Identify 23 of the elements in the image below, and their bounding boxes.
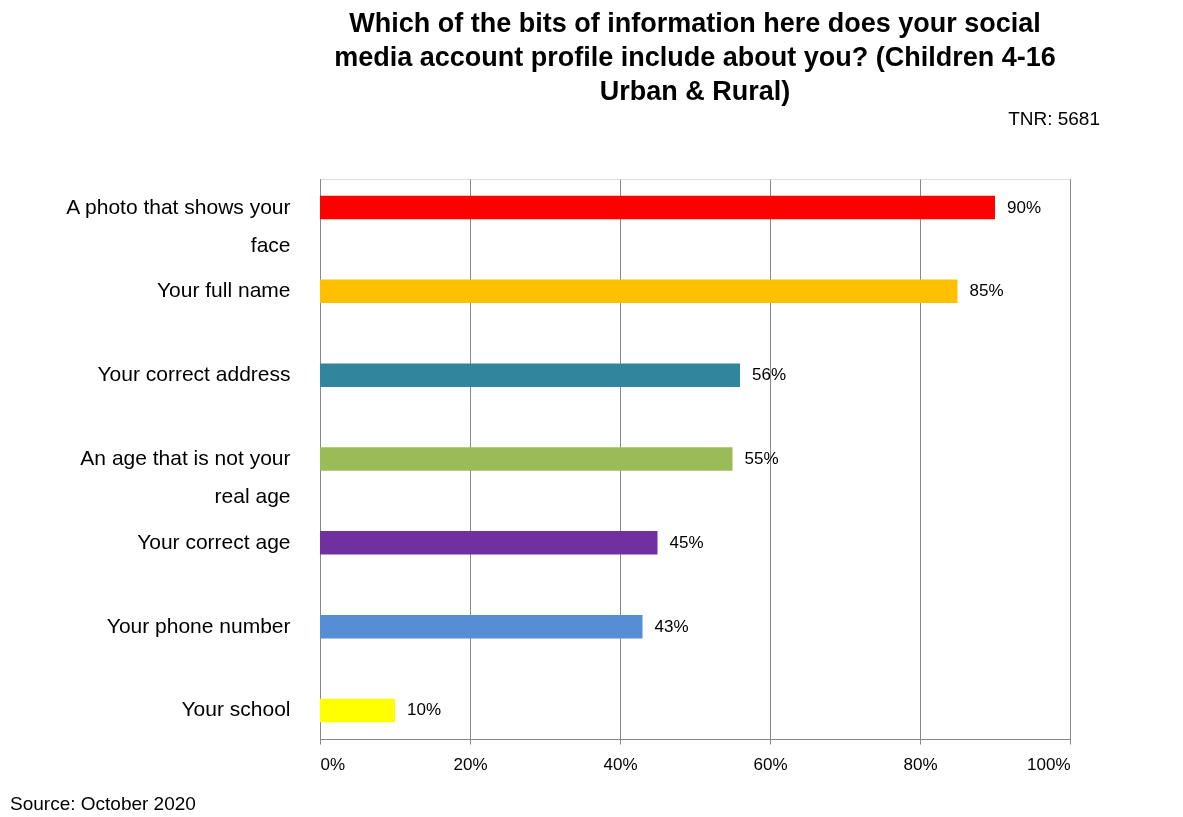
data-label: 43% [654, 616, 689, 636]
x-tick-label: 80% [903, 754, 938, 774]
data-label: 85% [969, 281, 1004, 301]
x-tick-label: 20% [453, 754, 488, 774]
data-label: 55% [744, 449, 779, 468]
data-label: 10% [407, 700, 442, 720]
x-tick-label: 40% [603, 754, 638, 774]
data-label: 45% [669, 532, 704, 552]
y-tick-label: Your school [181, 697, 291, 721]
y-tick-label: Your correct address [97, 362, 291, 386]
x-tick-label: 0% [320, 754, 346, 774]
y-tick-label: Your phone number [106, 613, 291, 637]
y-tick-label: Your correct age [137, 529, 291, 553]
y-tick-label: Your full name [157, 278, 291, 302]
x-tick-label: 100% [1027, 754, 1071, 774]
text: TNR: 5681 [1008, 108, 1100, 129]
x-tick-label: 60% [753, 754, 788, 774]
y-tick-label: A photo that shows your face [66, 194, 291, 256]
source-note: Source: October 2020 [10, 793, 196, 814]
data-label: 56% [752, 365, 787, 385]
y-tick-label: An age that is not your real age [80, 446, 291, 507]
chart-title: Which of the bits of information here does your social media account profile include about you? (Children 4-16 Urban & Rural) [334, 8, 1056, 106]
data-label: 90% [1007, 197, 1042, 217]
